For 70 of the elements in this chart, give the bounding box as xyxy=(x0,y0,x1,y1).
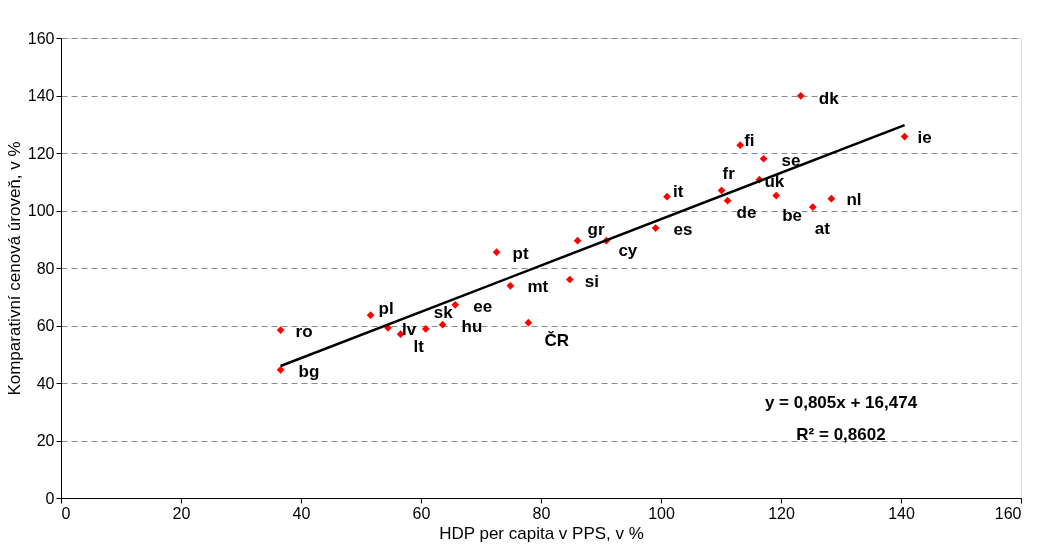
data-label: bg xyxy=(298,361,320,381)
point xyxy=(759,154,768,163)
point xyxy=(723,196,732,205)
point xyxy=(492,248,501,257)
data-label: pt xyxy=(512,244,529,264)
point xyxy=(366,311,375,320)
data-label: hu xyxy=(461,316,483,336)
data-label: lv xyxy=(402,319,417,339)
data-label: fr xyxy=(722,164,736,184)
x-tick-label: 100 xyxy=(648,504,675,522)
x-tick-label: 80 xyxy=(532,504,551,522)
point xyxy=(796,91,805,100)
point xyxy=(663,192,671,201)
data-label: si xyxy=(584,271,599,291)
x-tick-label: 0 xyxy=(61,504,71,522)
y-tick-label: 80 xyxy=(36,259,55,277)
data-label: be xyxy=(782,205,803,225)
data-label: ro xyxy=(295,322,313,342)
point xyxy=(827,194,836,203)
point xyxy=(438,320,447,329)
data-label: mt xyxy=(527,276,549,296)
x-axis-title: HDP per capita v PPS, v % xyxy=(439,523,644,543)
point xyxy=(565,275,574,284)
y-axis-title: Komparativní cenová úroveň, v % xyxy=(4,141,24,396)
point xyxy=(276,365,285,374)
point xyxy=(421,325,430,333)
y-tick-label: 160 xyxy=(27,29,55,47)
data-label: cy xyxy=(618,240,638,260)
point xyxy=(651,224,660,232)
data-label: uk xyxy=(764,171,785,191)
point xyxy=(772,191,781,200)
data-label: es xyxy=(673,220,693,240)
point xyxy=(524,318,533,327)
point xyxy=(736,141,745,150)
point xyxy=(717,186,726,195)
y-tick-label: 0 xyxy=(45,489,55,507)
point xyxy=(506,281,515,290)
y-tick-label: 140 xyxy=(27,87,55,104)
data-label: lt xyxy=(413,337,425,357)
y-tick-label: 20 xyxy=(36,432,55,449)
data-label: ee xyxy=(473,296,493,316)
y-tick-label: 40 xyxy=(36,374,55,392)
data-label: at xyxy=(814,219,831,239)
x-tick-label: 40 xyxy=(292,504,311,522)
x-tick-label: 120 xyxy=(768,504,795,522)
data-label: ČR xyxy=(544,330,569,350)
point xyxy=(276,326,285,334)
point xyxy=(900,132,909,141)
x-tick-label: 140 xyxy=(888,504,915,522)
data-label: de xyxy=(736,202,757,222)
y-tick-label: 60 xyxy=(36,317,55,334)
y-tick-label: 100 xyxy=(27,202,55,219)
data-label: gr xyxy=(587,219,605,239)
data-label: dk xyxy=(818,88,840,108)
data-label: pl xyxy=(378,299,394,319)
y-tick-label: 120 xyxy=(27,144,55,162)
data-label: se xyxy=(781,150,801,170)
x-tick-label: 20 xyxy=(172,504,191,522)
data-label: nl xyxy=(846,189,862,209)
data-label: sk xyxy=(433,302,454,322)
annotation: y = 0,805x + 16,474 xyxy=(764,393,918,412)
point xyxy=(808,203,817,211)
data-label: fi xyxy=(744,131,755,151)
data-label: ie xyxy=(917,127,932,147)
data-label: it xyxy=(673,181,684,201)
x-tick-label: 160 xyxy=(994,504,1022,522)
annotation: R² = 0,8602 xyxy=(796,425,886,444)
point xyxy=(451,300,460,309)
point xyxy=(573,236,582,245)
x-tick-label: 60 xyxy=(412,504,431,522)
